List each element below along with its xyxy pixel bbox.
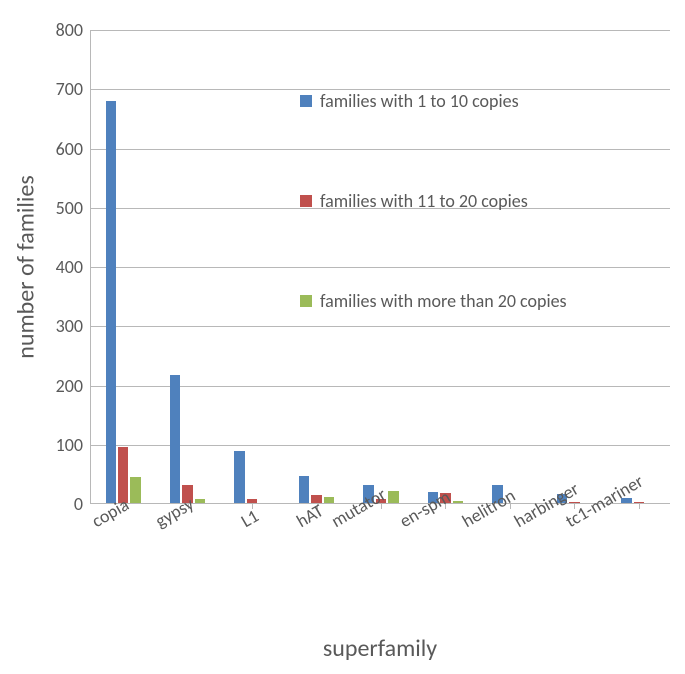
legend-item: families with 1 to 10 copies <box>300 90 567 112</box>
legend-label: families with more than 20 copies <box>320 290 567 312</box>
bar <box>106 101 116 503</box>
y-tick-label: 400 <box>56 256 91 278</box>
y-tick-label: 300 <box>56 315 91 337</box>
x-tick-label: L1 <box>237 505 262 532</box>
y-tick-label: 200 <box>56 375 91 397</box>
legend: families with 1 to 10 copies families wit… <box>300 90 567 312</box>
bar <box>170 375 180 503</box>
y-tick-label: 500 <box>56 197 91 219</box>
legend-label: families with 1 to 10 copies <box>320 90 519 112</box>
bar <box>299 476 309 503</box>
legend-swatch <box>300 95 312 107</box>
y-tick-label: 100 <box>56 434 91 456</box>
chart: 0100200300400500600700800copiagypsyL1hAT… <box>0 0 685 674</box>
x-tick-mark <box>639 503 640 509</box>
y-tick-label: 700 <box>56 78 91 100</box>
y-tick-label: 600 <box>56 138 91 160</box>
legend-swatch <box>300 295 312 307</box>
bar <box>453 501 463 503</box>
x-tick-label: hAT <box>292 499 327 532</box>
legend-label: families with 11 to 20 copies <box>320 190 528 212</box>
y-tick-label: 800 <box>56 19 91 41</box>
bar <box>324 497 334 503</box>
legend-item: families with more than 20 copies <box>300 290 567 312</box>
x-axis-title: superfamily <box>323 634 437 663</box>
legend-item: families with 11 to 20 copies <box>300 190 567 212</box>
bar <box>195 499 205 503</box>
bar <box>234 451 244 503</box>
bar <box>130 477 140 503</box>
legend-swatch <box>300 195 312 207</box>
y-axis-title: number of families <box>12 175 41 359</box>
